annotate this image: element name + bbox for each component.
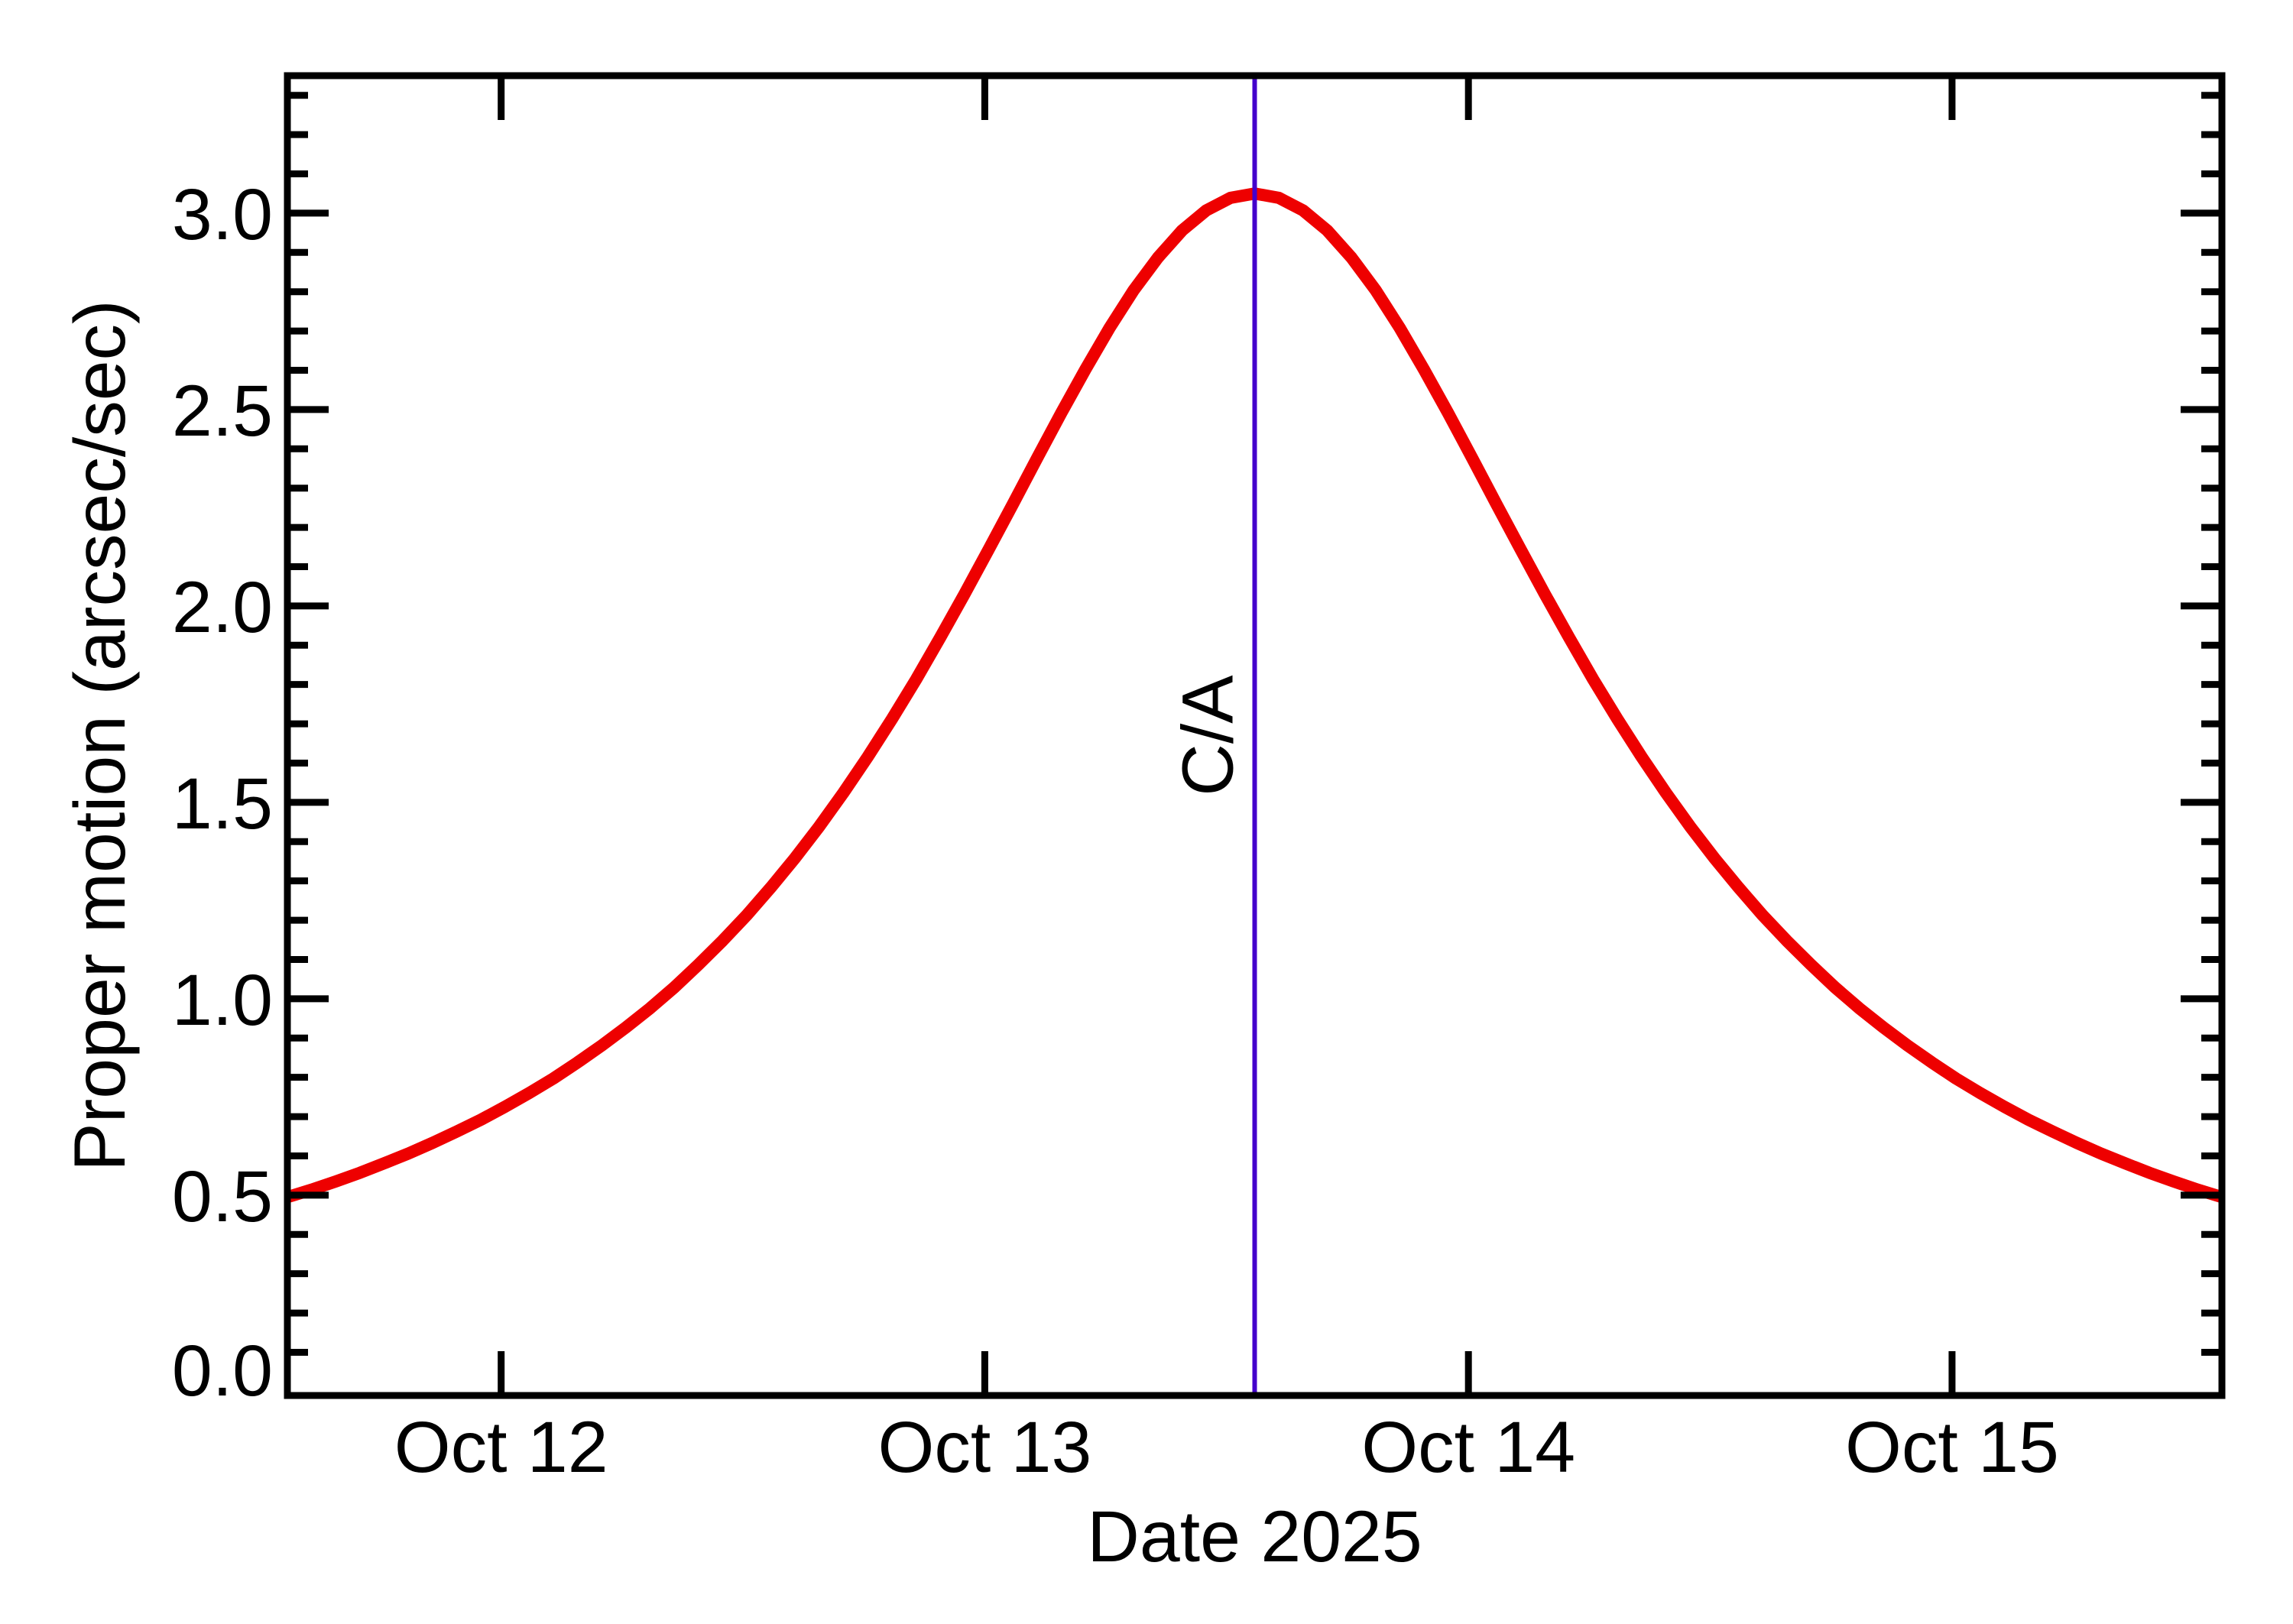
y-tick-label: 0.0 — [172, 1331, 273, 1412]
y-tick-label: 1.0 — [172, 960, 273, 1041]
x-tick-label: Oct 15 — [1845, 1407, 2059, 1488]
y-tick-label: 2.0 — [172, 567, 273, 648]
x-axis-title: Date 2025 — [1087, 1496, 1422, 1577]
y-tick-label: 3.0 — [172, 174, 273, 255]
y-axis-title: Proper motion (arcsec/sec) — [60, 300, 141, 1171]
x-tick-label: Oct 13 — [877, 1407, 1091, 1488]
y-tick-label: 1.5 — [172, 763, 273, 844]
closest-approach-label: C/A — [1168, 675, 1249, 796]
x-tick-label: Oct 14 — [1361, 1407, 1575, 1488]
y-tick-label: 2.5 — [172, 371, 273, 452]
y-tick-label: 0.5 — [172, 1156, 273, 1237]
y-axis-ticks: 0.0 0.5 1.0 1.5 2.0 2.5 3.0 — [172, 92, 2222, 1412]
x-tick-label: Oct 12 — [394, 1407, 608, 1488]
x-axis-ticks: Oct 12 Oct 13 Oct 14 Oct 15 — [394, 76, 2059, 1488]
plot-frame — [284, 72, 2226, 1399]
